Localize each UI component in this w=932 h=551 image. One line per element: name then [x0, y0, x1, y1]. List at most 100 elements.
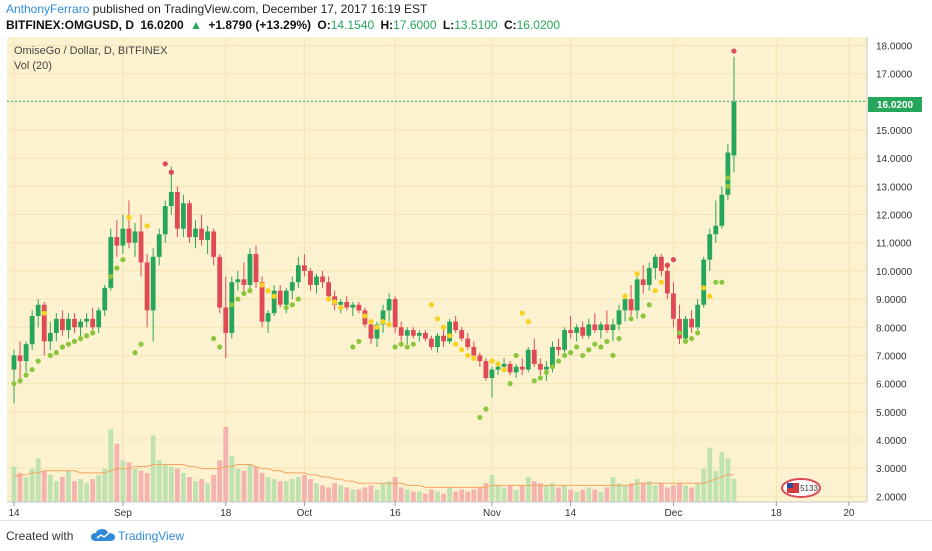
volume-bar [102, 468, 108, 502]
psar-dot [465, 352, 471, 359]
psar-dot [235, 296, 241, 302]
candle-body [404, 330, 410, 336]
candle-body [380, 310, 386, 325]
volume-bar [513, 489, 519, 502]
candle-body [241, 279, 247, 285]
volume-bar [429, 489, 434, 502]
volume-bar [181, 472, 186, 502]
volume-bar [114, 443, 120, 502]
psar-dot [471, 355, 477, 361]
candle-body [289, 282, 295, 291]
price-tick-label: 14.0000 [876, 154, 913, 165]
candles [11, 56, 737, 404]
price-tick-label: 12.0000 [876, 211, 913, 222]
volume-bar [271, 479, 277, 502]
candle-body [181, 203, 186, 229]
candle-body [592, 324, 598, 331]
psar-dot [271, 293, 277, 299]
volume-bar [398, 487, 404, 502]
volume-bar [241, 470, 247, 502]
volume-bar [677, 483, 682, 502]
psar-dot [525, 319, 531, 325]
candle-body [640, 279, 646, 285]
candle-body [108, 237, 114, 288]
volume-bar [217, 460, 223, 502]
psar-dot [574, 344, 580, 350]
price-tick-label: 6.0000 [876, 380, 907, 391]
author-link[interactable]: AnthonyFerraro [6, 2, 90, 16]
candle-body [265, 313, 271, 322]
candle-body [453, 321, 459, 331]
candle-body [416, 332, 422, 336]
change-value: +1.8790 (+13.29%) [208, 18, 312, 32]
candle-body [622, 299, 628, 311]
candle-body [568, 330, 573, 333]
volume-bar [314, 483, 319, 502]
low-label: L: [442, 18, 455, 32]
volume-bar [622, 485, 628, 502]
psar-dot [144, 223, 150, 229]
time-tick-label: 14 [8, 508, 20, 519]
psar-dot [368, 319, 374, 325]
candle-body [489, 369, 495, 378]
candle-body [368, 324, 374, 339]
psar-dot [404, 344, 410, 350]
volume-bar [156, 460, 162, 502]
candle-body [11, 355, 17, 370]
volume-bar [283, 481, 289, 502]
candle-body [223, 307, 229, 333]
volume-bar [289, 479, 295, 502]
volume-bar [586, 487, 592, 502]
volume-bar [168, 466, 174, 502]
time-axis[interactable]: 14 Sep 18 Oct 16 Nov 14 Dec 18 20 [8, 502, 855, 519]
volume-bar [652, 485, 658, 502]
price-tick-label: 3.0000 [876, 464, 907, 475]
candle-body [187, 203, 192, 238]
volume-bar [320, 485, 325, 502]
candle-body [29, 316, 35, 345]
psar-dot [701, 285, 707, 291]
psar-dot [531, 378, 537, 384]
open-label: O: [317, 18, 331, 32]
candle-body [326, 282, 331, 297]
candle-body [731, 101, 737, 156]
psar-dot [90, 330, 96, 336]
psar-dot [628, 316, 634, 322]
psar-dot [652, 288, 658, 294]
volume-bar [126, 462, 132, 502]
price-tick-label: 18.0000 [876, 41, 913, 52]
candle-body [725, 152, 731, 195]
candle-body [507, 363, 513, 373]
psar-dot [65, 341, 72, 347]
candle-body [132, 231, 138, 243]
price-chart[interactable]: 18.000017.000016.000015.000014.000013.00… [0, 0, 932, 520]
last-price: 16.0200 [140, 18, 184, 32]
candle-body [435, 335, 440, 347]
volume-bar [53, 481, 59, 502]
tradingview-cloud-icon[interactable] [90, 527, 116, 543]
time-tick-label: Oct [297, 508, 313, 519]
price-tick-label: 7.0000 [876, 351, 907, 362]
psar-dot [519, 310, 525, 316]
volume-bar [253, 466, 259, 502]
volume-bar [519, 485, 525, 502]
candle-body [356, 304, 362, 311]
candle-body [314, 276, 319, 285]
tradingview-link[interactable]: TradingView [118, 529, 185, 543]
price-axis[interactable]: 18.000017.000016.000015.000014.000013.00… [876, 41, 913, 503]
chart-legend: OmiseGo / Dollar, D, BITFINEX Vol (20) [14, 44, 167, 74]
candle-body [550, 347, 555, 367]
volume-bar [138, 470, 144, 502]
psar-dot [670, 257, 677, 263]
candle-body [471, 347, 477, 356]
volume-bar [356, 489, 362, 502]
candle-body [229, 282, 235, 333]
volume-bar [90, 479, 96, 502]
candle-body [84, 318, 89, 322]
psar-dot [326, 296, 332, 302]
psar-dot [689, 335, 695, 342]
volume-bar [580, 489, 586, 502]
volume-bar [41, 470, 47, 502]
psar-dot [168, 169, 174, 175]
volume-bar [374, 489, 380, 502]
